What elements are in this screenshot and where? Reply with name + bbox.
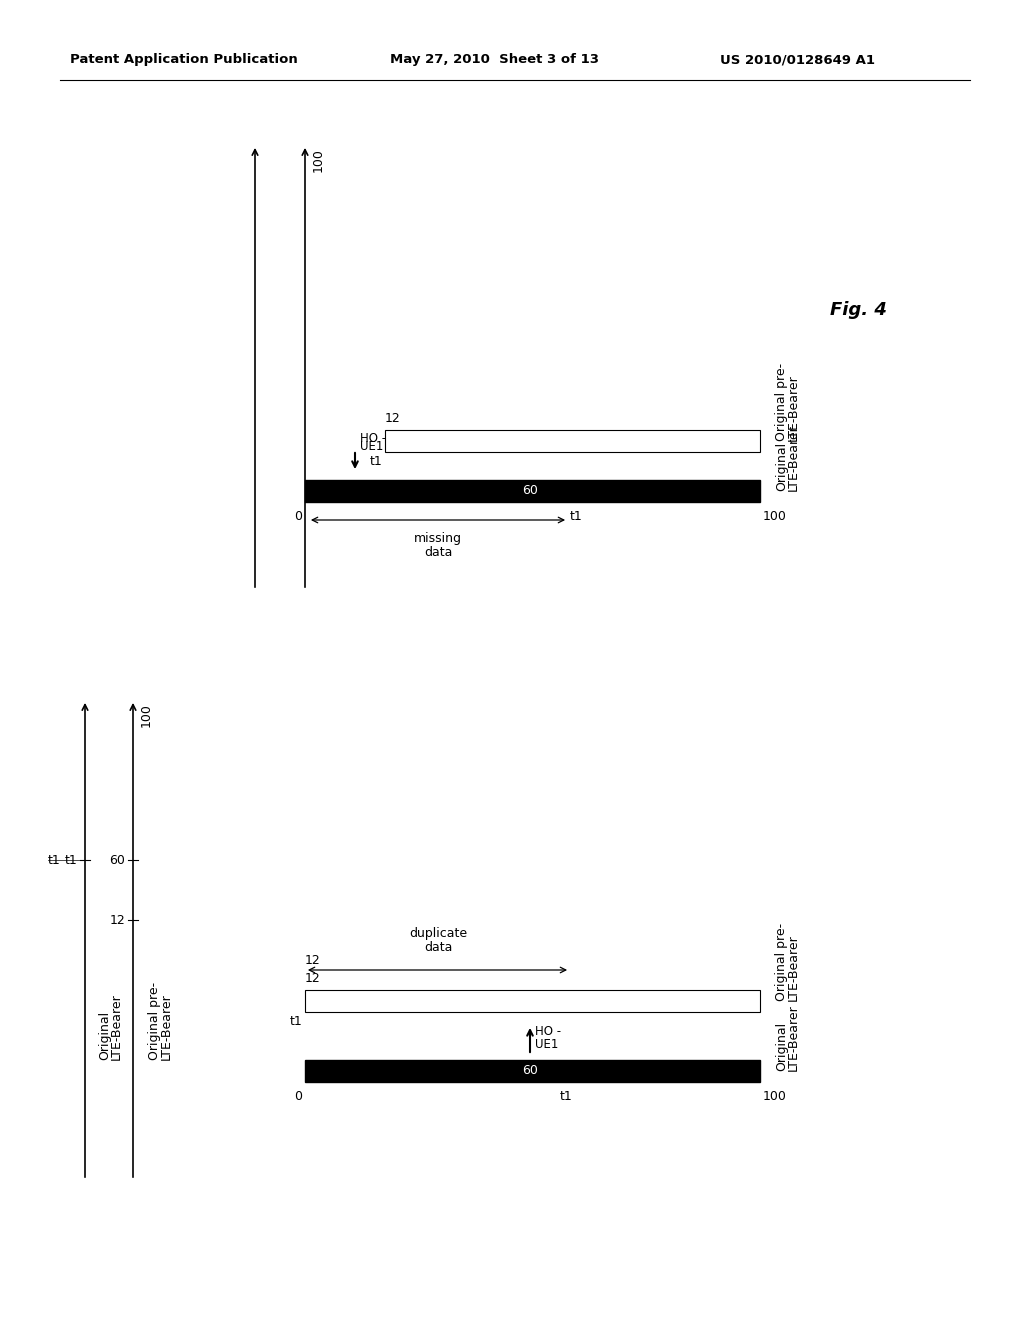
Text: t1: t1 xyxy=(560,1090,572,1104)
Text: 100: 100 xyxy=(312,148,325,172)
Text: US 2010/0128649 A1: US 2010/0128649 A1 xyxy=(720,54,874,66)
Text: 60: 60 xyxy=(522,484,538,498)
Text: Fig. 4: Fig. 4 xyxy=(830,301,887,319)
Text: t1: t1 xyxy=(65,854,77,866)
Bar xyxy=(305,990,760,1012)
Text: Patent Application Publication: Patent Application Publication xyxy=(70,54,298,66)
Text: 100: 100 xyxy=(763,1090,786,1104)
Text: LTE-Bearer: LTE-Bearer xyxy=(787,424,800,491)
Text: t1: t1 xyxy=(289,1015,302,1028)
Text: data: data xyxy=(424,546,453,558)
Text: May 27, 2010  Sheet 3 of 13: May 27, 2010 Sheet 3 of 13 xyxy=(390,54,599,66)
Text: duplicate: duplicate xyxy=(409,927,467,940)
Text: 60: 60 xyxy=(110,854,125,866)
Text: 0: 0 xyxy=(294,510,302,523)
Text: 12: 12 xyxy=(305,954,321,968)
Text: 100: 100 xyxy=(763,510,786,523)
Text: 12: 12 xyxy=(305,972,321,985)
Text: Original pre-: Original pre- xyxy=(775,923,788,1001)
Text: UE1: UE1 xyxy=(535,1038,558,1051)
Text: Original pre-: Original pre- xyxy=(775,363,788,441)
Text: Original: Original xyxy=(775,1022,788,1071)
Text: Original: Original xyxy=(775,442,788,491)
Text: data: data xyxy=(424,941,453,954)
Text: HO -: HO - xyxy=(360,432,386,445)
Text: Original pre-: Original pre- xyxy=(148,982,161,1060)
Text: LTE-Bearer: LTE-Bearer xyxy=(787,375,800,441)
Text: t1: t1 xyxy=(570,510,583,523)
Text: 100: 100 xyxy=(140,704,153,727)
Text: LTE-Bearer: LTE-Bearer xyxy=(160,993,173,1060)
Text: 12: 12 xyxy=(385,412,400,425)
Bar xyxy=(305,1060,760,1082)
Text: Original: Original xyxy=(98,1011,111,1060)
Text: LTE-Bearer: LTE-Bearer xyxy=(110,993,123,1060)
Text: t1: t1 xyxy=(370,455,382,469)
Text: missing: missing xyxy=(414,532,462,545)
Text: t1: t1 xyxy=(48,854,60,866)
Bar xyxy=(385,430,760,451)
Text: 12: 12 xyxy=(110,913,125,927)
Text: 0: 0 xyxy=(294,1090,302,1104)
Text: HO -: HO - xyxy=(535,1026,561,1038)
Text: LTE-Bearer: LTE-Bearer xyxy=(787,935,800,1001)
Text: LTE-Bearer: LTE-Bearer xyxy=(787,1005,800,1071)
Text: 60: 60 xyxy=(522,1064,538,1077)
Bar xyxy=(305,480,760,502)
Text: UE1: UE1 xyxy=(360,440,383,453)
